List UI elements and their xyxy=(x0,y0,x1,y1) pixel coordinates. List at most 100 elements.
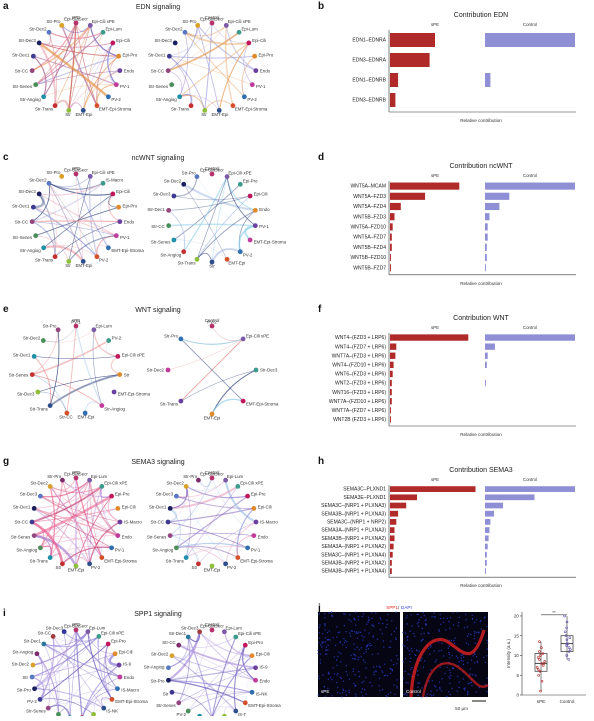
node-label: Str-Angiog xyxy=(156,97,177,102)
tick-label: EDN1–EDNRA xyxy=(352,38,386,44)
nucleus xyxy=(359,676,360,677)
tick-label: EDN3–EDNRB xyxy=(352,98,386,104)
node-label: Endo xyxy=(124,68,135,73)
edge xyxy=(111,356,119,374)
nucleus xyxy=(472,615,473,616)
node xyxy=(110,41,115,46)
node xyxy=(186,635,191,640)
nucleus xyxy=(324,625,325,626)
nucleus xyxy=(344,614,345,615)
nucleus xyxy=(409,674,410,675)
tick-label: WNT2B (FZD3 + LRP6) xyxy=(333,417,386,423)
nucleus xyxy=(425,619,426,620)
nucleus xyxy=(339,631,340,632)
nucleus xyxy=(328,679,329,680)
nucleus xyxy=(369,682,370,683)
node xyxy=(38,494,43,499)
node xyxy=(171,194,176,199)
nucleus xyxy=(406,617,407,618)
data-point xyxy=(564,615,566,617)
node xyxy=(48,555,53,560)
nucleus xyxy=(346,631,347,632)
node-label: PV-1 xyxy=(120,84,130,89)
group-label: sPE xyxy=(431,173,439,178)
nucleus xyxy=(481,628,482,629)
nucleus xyxy=(461,660,462,661)
nucleus xyxy=(448,621,449,622)
nucleus xyxy=(422,639,423,640)
node-label: Epi-Pro xyxy=(251,491,266,496)
nucleus xyxy=(467,692,468,693)
nucleus xyxy=(436,659,437,660)
data-point xyxy=(564,631,566,633)
node-label: Epi-GlaSecr xyxy=(200,624,224,629)
nucleus xyxy=(450,675,451,676)
node-label: IS-Macro xyxy=(121,688,139,693)
panel-letter-h: h xyxy=(318,456,324,467)
nucleus xyxy=(470,634,471,635)
node-label: Str-CC xyxy=(151,520,164,525)
node xyxy=(114,82,119,87)
nucleus xyxy=(352,658,353,659)
nucleus xyxy=(471,685,472,686)
x-axis-label: Relative contribution xyxy=(460,281,502,286)
edge xyxy=(67,326,76,413)
node xyxy=(31,663,36,668)
edge xyxy=(212,399,243,414)
node-label: Str-Pro xyxy=(164,334,178,339)
tick-label: WNT5B–FZD7 xyxy=(353,265,386,271)
node-label: Str-Senes xyxy=(9,373,29,378)
nucleus xyxy=(342,692,343,693)
nucleus xyxy=(391,634,392,635)
tick-label: WNT16–(FZD3 + LRP6) xyxy=(332,390,386,396)
nucleus xyxy=(375,613,376,614)
nucleus xyxy=(395,612,396,613)
node-label: Str-Dec1 xyxy=(147,207,165,212)
node-label: Str-Senes xyxy=(147,534,167,539)
nucleus xyxy=(388,694,389,695)
node-label: EMT-Epi xyxy=(78,414,95,419)
nucleus xyxy=(476,632,477,633)
data-point xyxy=(538,674,540,676)
node-label: Epi-GlaSecr xyxy=(64,472,88,477)
node-label: Epi-Lum xyxy=(241,27,258,32)
nucleus xyxy=(385,627,386,628)
node-label: Str-Pro xyxy=(17,688,31,693)
node-label: Str-Dec2 xyxy=(147,368,165,373)
nucleus xyxy=(418,619,419,620)
node-label: Str-Trans xyxy=(177,261,196,266)
node xyxy=(30,68,35,73)
edge xyxy=(43,330,94,343)
node xyxy=(166,208,171,213)
nucleus xyxy=(466,642,467,643)
node xyxy=(109,545,114,550)
nucleus xyxy=(418,614,419,615)
nucleus xyxy=(458,622,459,623)
nucleus xyxy=(486,640,487,641)
panel-letter-e: e xyxy=(3,304,9,315)
node xyxy=(173,41,178,46)
data-point xyxy=(540,690,542,692)
node-label: Str-Dec3 xyxy=(154,38,172,43)
nucleus xyxy=(354,631,355,632)
panel-letter-d: d xyxy=(318,152,324,163)
edge xyxy=(94,330,118,357)
nucleus xyxy=(411,648,412,649)
node xyxy=(113,651,118,656)
nucleus xyxy=(465,614,466,615)
node-label: EMT-Epi-Stroma xyxy=(248,703,281,708)
nucleus xyxy=(467,626,468,627)
node-label: PV-1 xyxy=(251,548,261,553)
nucleus xyxy=(346,694,347,695)
node-label: PV-2 xyxy=(91,565,101,570)
node-label: Str-Senes xyxy=(156,703,176,708)
node-label: IS-Macro xyxy=(105,178,123,183)
nucleus xyxy=(318,676,319,677)
nucleus xyxy=(354,649,355,650)
node-label: Str-Trans xyxy=(35,258,54,263)
node-label: Str-Angiog xyxy=(144,665,165,670)
node-label: Str-Senes xyxy=(151,240,171,245)
nucleus xyxy=(362,688,363,689)
nucleus xyxy=(421,641,422,642)
